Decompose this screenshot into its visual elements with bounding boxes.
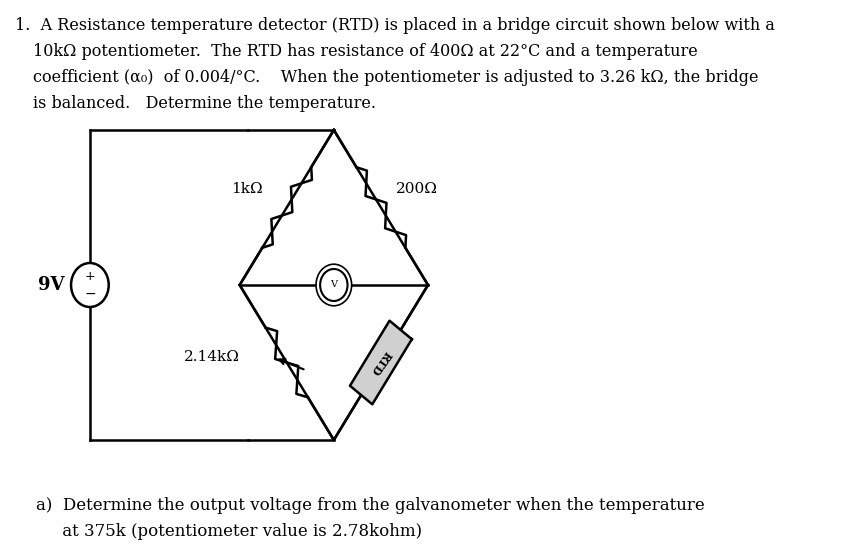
Text: a)  Determine the output voltage from the galvanometer when the temperature: a) Determine the output voltage from the… [36,497,705,514]
Text: coefficient (α₀)  of 0.004/°C.    When the potentiometer is adjusted to 3.26 kΩ,: coefficient (α₀) of 0.004/°C. When the p… [33,69,758,86]
Text: is balanced.   Determine the temperature.: is balanced. Determine the temperature. [33,95,376,112]
Polygon shape [350,321,412,404]
Circle shape [71,263,109,307]
Circle shape [316,264,352,306]
Text: 9V: 9V [38,276,64,294]
Text: V: V [330,280,338,290]
Text: +: + [84,270,95,284]
Text: 200Ω: 200Ω [397,183,438,196]
Circle shape [320,269,348,301]
Text: 2.14kΩ: 2.14kΩ [184,351,240,365]
Text: 1kΩ: 1kΩ [232,183,263,196]
Text: 10kΩ potentiometer.  The RTD has resistance of 400Ω at 22°C and a temperature: 10kΩ potentiometer. The RTD has resistan… [33,43,697,60]
Text: at 375k (potentiometer value is 2.78kohm): at 375k (potentiometer value is 2.78kohm… [36,523,422,540]
Text: RTD: RTD [369,349,393,377]
Text: 1.  A Resistance temperature detector (RTD) is placed in a bridge circuit shown : 1. A Resistance temperature detector (RT… [15,17,775,34]
Text: −: − [84,287,96,301]
